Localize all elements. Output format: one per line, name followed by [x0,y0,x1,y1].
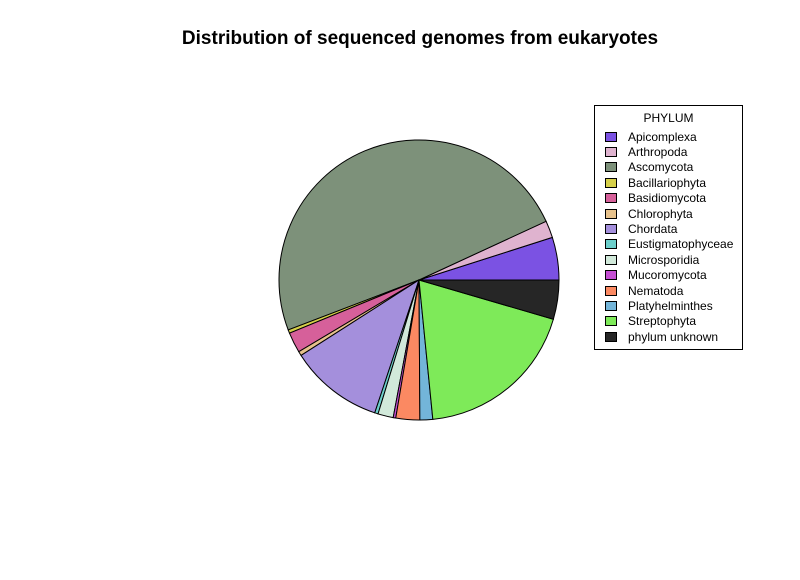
legend-swatch [605,131,617,142]
legend-label: Nematoda [628,283,684,298]
legend-label: Bacillariophyta [628,175,707,190]
legend-item: Eustigmatophyceae [605,237,733,252]
legend-swatch [605,177,617,188]
legend-label: Eustigmatophyceae [628,237,734,252]
legend-item: phylum unknown [605,329,718,344]
legend-label: Apicomplexa [628,129,697,144]
legend-item: Bacillariophyta [605,175,706,190]
legend-item: Nematoda [605,283,683,298]
legend-swatch [605,331,617,342]
legend-item: Microsporidia [605,252,699,267]
legend-label: phylum unknown [628,329,719,344]
legend-swatch [605,316,617,327]
pie-slices [278,139,560,421]
pie-slice-phylum-unknown [418,279,560,320]
legend-label: Microsporidia [628,252,700,267]
legend-item: Arthropoda [605,144,687,159]
chart-title: Distribution of sequenced genomes from e… [181,28,659,49]
legend-swatch [605,223,617,234]
legend-swatch [605,162,617,173]
legend-swatch [605,239,617,250]
legend-item: Ascomycota [605,160,693,175]
legend-label: Chlorophyta [628,206,693,221]
legend-swatch [605,254,617,265]
legend-swatch [605,285,617,296]
pie-slice-streptophyta [418,279,554,420]
legend-label: Arthropoda [628,144,688,159]
legend-label: Streptophyta [628,314,697,329]
legend-item: Mucoromycota [605,268,707,283]
legend-swatch [605,193,617,204]
legend-swatch [605,270,617,281]
legend-item: Basidiomycota [605,191,706,206]
legend-label: Basidiomycota [628,191,707,206]
legend-label: Ascomycota [628,160,694,175]
legend-item: Chlorophyta [605,206,693,221]
pie-slice-ascomycota [278,139,547,331]
legend-item: Streptophyta [605,314,696,329]
pie-slice-chordata [300,278,420,414]
legend-item: Platyhelminthes [605,298,713,313]
legend-item: Chordata [605,221,677,236]
legend-swatch [605,300,617,311]
legend-label: Mucoromycota [628,268,707,283]
legend-item: Apicomplexa [605,129,697,144]
legend-label: Chordata [628,221,678,236]
legend: PHYLUM Apicomplexa Arthropoda Ascomycota Ba… [594,105,743,350]
legend-label: Platyhelminthes [628,298,713,313]
legend-title: PHYLUM [643,111,694,125]
legend-swatch [605,146,617,157]
legend-swatch [605,208,617,219]
